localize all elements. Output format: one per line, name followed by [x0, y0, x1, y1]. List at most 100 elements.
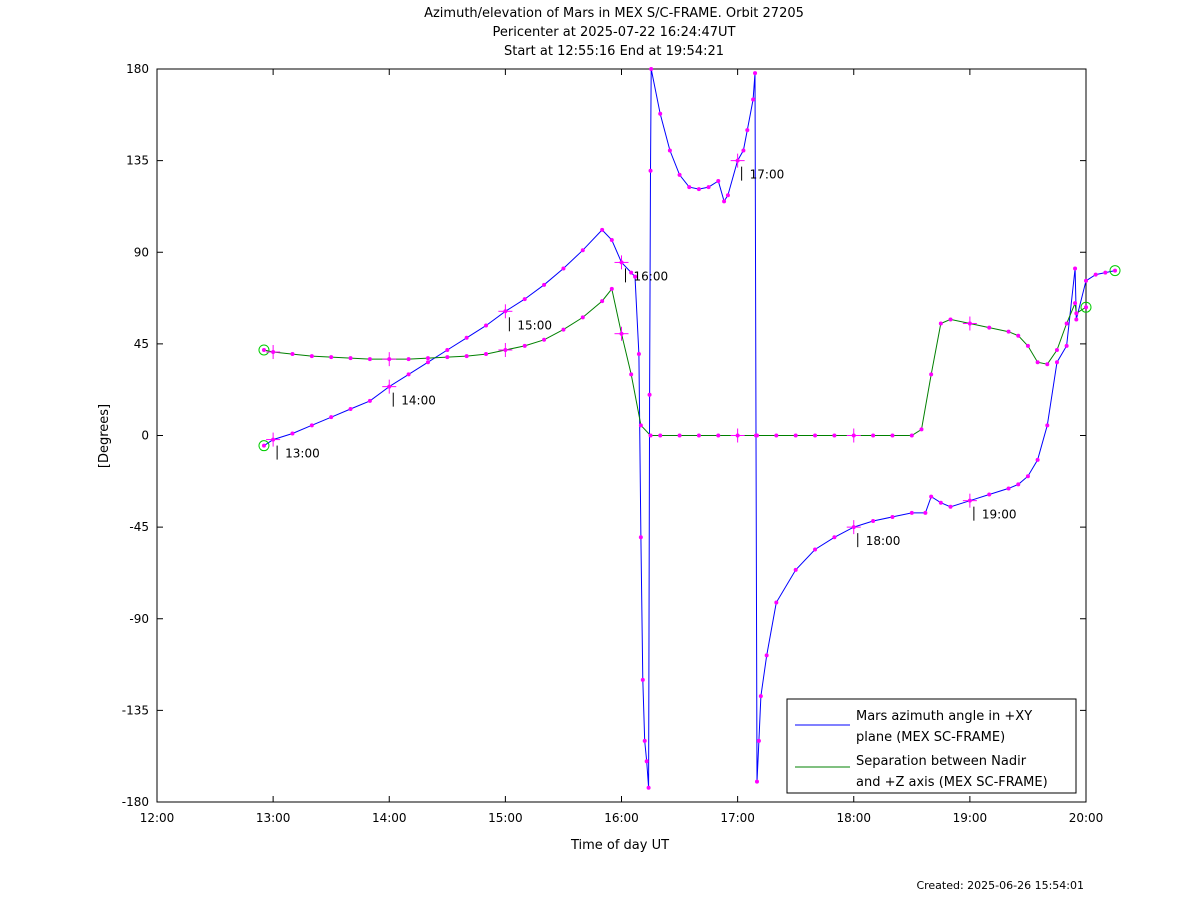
- data-point: [871, 433, 876, 438]
- data-point: [329, 355, 334, 360]
- data-point: [1054, 360, 1059, 365]
- data-point: [642, 738, 647, 743]
- data-point: [1084, 305, 1088, 310]
- data-point: [348, 356, 353, 361]
- data-point: [600, 299, 605, 304]
- data-point: [871, 519, 876, 524]
- hour-label: 13:00: [285, 447, 320, 461]
- x-tick-label: 17:00: [720, 811, 755, 825]
- y-tick-label: 0: [141, 429, 149, 443]
- data-point: [987, 325, 992, 330]
- y-tick-label: -180: [122, 795, 149, 809]
- endpoint-marker: [1109, 265, 1121, 277]
- data-point: [609, 286, 614, 291]
- data-point: [909, 510, 914, 515]
- y-tick-label: 180: [126, 62, 149, 76]
- data-point: [938, 500, 943, 505]
- data-point: [1093, 272, 1098, 277]
- data-point: [1103, 270, 1108, 275]
- data-point: [774, 433, 779, 438]
- data-point: [348, 407, 353, 412]
- data-point: [309, 423, 314, 428]
- data-point: [290, 431, 295, 436]
- data-point: [793, 433, 798, 438]
- series-line-0: [263, 68, 1116, 788]
- data-point: [1025, 474, 1030, 479]
- data-point: [658, 433, 663, 438]
- legend: Mars azimuth angle in +XY plane (MEX SC-…: [786, 698, 1077, 794]
- data-point: [290, 352, 295, 357]
- data-point: [522, 343, 527, 348]
- data-point: [464, 354, 469, 359]
- data-point: [813, 547, 818, 552]
- data-point: [609, 238, 614, 243]
- y-axis-label: [Degrees]: [97, 404, 112, 468]
- hour-label: 14:00: [401, 394, 436, 408]
- x-tick-label: 15:00: [488, 811, 523, 825]
- data-point: [890, 514, 895, 519]
- data-point: [1006, 329, 1011, 334]
- data-point: [725, 193, 730, 198]
- y-tick-label: 45: [134, 337, 149, 351]
- chart-title: Azimuth/elevation of Mars in MEX S/C-FRA…: [424, 6, 804, 59]
- data-point: [745, 128, 750, 133]
- data-point: [1064, 343, 1069, 348]
- data-point: [929, 494, 934, 499]
- series-layer: [263, 68, 1116, 788]
- data-point: [1064, 321, 1069, 326]
- data-point: [1035, 360, 1040, 365]
- data-point: [484, 352, 489, 357]
- data-point: [923, 510, 928, 515]
- x-tick-label: 12:00: [140, 811, 175, 825]
- data-point: [561, 327, 566, 332]
- data-point: [948, 317, 953, 322]
- data-point: [1045, 362, 1050, 367]
- hour-label: 18:00: [866, 534, 901, 548]
- data-point: [832, 535, 837, 540]
- data-point: [793, 567, 798, 572]
- data-point: [640, 677, 645, 682]
- legend-entry-separation-line-2: and +Z axis (MEX SC-FRAME): [856, 775, 1048, 790]
- legend-entry-azimuth-line-1: Mars azimuth angle in +XY: [856, 709, 1032, 724]
- data-point: [1016, 482, 1021, 487]
- data-point: [646, 785, 651, 790]
- data-point: [329, 415, 334, 420]
- hour-label: 15:00: [517, 318, 552, 332]
- data-point: [1045, 423, 1050, 428]
- data-point: [647, 392, 652, 397]
- data-point: [658, 111, 663, 116]
- data-point: [938, 321, 943, 326]
- hour-annotations: 13:00 14:00 15:00 16:00 17:00 18:00 19:00: [266, 153, 1016, 548]
- data-point: [522, 297, 527, 302]
- data-point: [406, 372, 411, 377]
- data-point: [774, 600, 779, 605]
- series-line-1: [263, 287, 1087, 436]
- data-point: [677, 433, 682, 438]
- hour-label: 17:00: [750, 168, 785, 182]
- data-point: [677, 172, 682, 177]
- x-ticks: 12:00 13:00 14:00 15:00 16:00 17:00 18:00 19:00…: [140, 69, 1103, 825]
- data-point: [425, 360, 430, 365]
- data-point: [445, 355, 450, 360]
- data-point: [406, 357, 411, 362]
- data-point: [722, 199, 727, 204]
- data-point: [1054, 347, 1059, 352]
- data-point: [741, 148, 746, 153]
- data-point: [756, 738, 761, 743]
- data-point: [445, 347, 450, 352]
- hour-label: 16:00: [634, 269, 669, 283]
- data-point: [464, 335, 469, 340]
- data-point: [638, 535, 643, 540]
- data-point: [1084, 278, 1088, 283]
- data-point: [696, 433, 701, 438]
- data-point: [753, 71, 758, 76]
- x-tick-label: 16:00: [604, 811, 639, 825]
- data-point: [633, 274, 638, 279]
- x-tick-label: 19:00: [953, 811, 988, 825]
- x-axis-label: Time of day UT: [570, 838, 669, 853]
- markers-layer: [258, 67, 1121, 790]
- x-tick-label: 14:00: [372, 811, 407, 825]
- data-point: [648, 433, 653, 438]
- endpoint-marker: [1080, 301, 1092, 313]
- data-point: [367, 357, 372, 362]
